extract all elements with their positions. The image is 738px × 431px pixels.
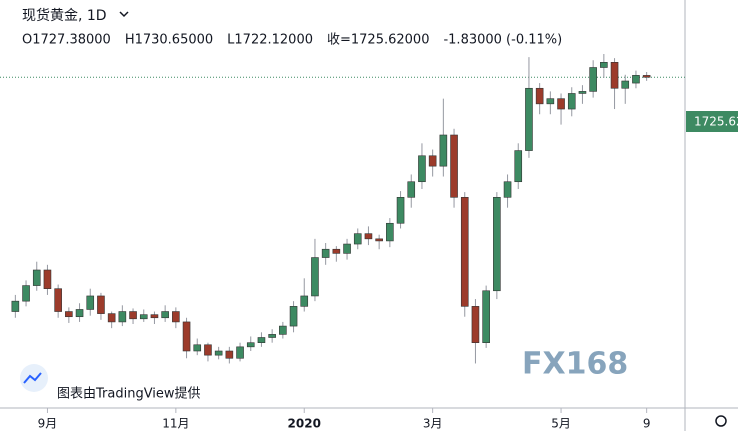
price-tag-label: 1725.62	[694, 115, 738, 129]
candle-body	[589, 67, 597, 92]
candle-body	[428, 155, 437, 167]
candle-body	[525, 87, 533, 151]
attribution[interactable]: 图表由TradingView提供	[57, 386, 201, 402]
x-tick-label: 3月	[423, 417, 443, 431]
ohlc-value: O1727.38000	[22, 33, 111, 48]
candle-body	[514, 150, 523, 183]
candle-body	[396, 197, 405, 224]
candle-body	[246, 342, 255, 348]
tv-logo-mark	[23, 372, 42, 384]
ohlc-value: H1730.65000	[125, 33, 213, 48]
candle-body	[172, 311, 180, 323]
candle-body	[22, 285, 30, 302]
candle-body	[332, 248, 341, 254]
candle-body	[129, 311, 137, 320]
candle-body	[268, 334, 276, 338]
candle-body	[610, 62, 619, 89]
candle-body	[632, 75, 640, 84]
x-tick-label: 9	[643, 417, 651, 431]
candle-body	[364, 233, 373, 240]
candle-body	[204, 344, 212, 356]
candle-body	[482, 290, 490, 343]
candle-body	[300, 295, 309, 307]
candle-body	[375, 238, 383, 242]
candle-body	[107, 313, 116, 323]
chart-title: 现货黄金, 1D	[22, 7, 107, 24]
candle-body	[139, 314, 148, 320]
dropdown-icon[interactable]	[119, 11, 129, 18]
candle-body	[450, 134, 458, 198]
x-tick-label: 5月	[551, 417, 571, 431]
ohlc-value: -1.83000 (-0.11%)	[443, 33, 562, 48]
candle-body	[321, 248, 330, 258]
x-tick-label: 11月	[162, 417, 189, 431]
watermark: FX168	[522, 347, 628, 382]
candle-body	[557, 98, 565, 110]
candle-body	[193, 344, 202, 352]
candle-body	[471, 306, 480, 343]
candle-body	[353, 233, 362, 245]
candle-body	[578, 91, 587, 94]
ohlc-value: 收=1725.62000	[327, 33, 429, 48]
candle-body	[279, 325, 287, 335]
candle-body	[236, 346, 244, 359]
candle-body	[97, 295, 105, 314]
candle-body	[600, 62, 608, 68]
candle-body	[150, 314, 159, 319]
candle-body	[32, 269, 41, 286]
candle-body	[75, 309, 84, 318]
candle-body	[289, 306, 298, 327]
candle-body	[407, 181, 416, 198]
candle-body	[439, 134, 448, 167]
ohlc-value: L1722.12000	[227, 33, 313, 48]
candle-body	[535, 87, 544, 105]
settings-icon[interactable]	[715, 415, 727, 427]
candle-body	[65, 311, 73, 318]
candle-body	[43, 269, 52, 289]
candle-body	[343, 243, 351, 254]
candle-body	[386, 222, 394, 242]
candle-body	[418, 155, 426, 183]
candle-body	[118, 311, 127, 323]
x-tick-label: 9月	[38, 417, 58, 431]
candle-body	[642, 75, 651, 78]
candle-body	[54, 288, 62, 312]
candle-body	[311, 257, 319, 297]
ohlc-legend: O1727.38000 H1730.65000 L1722.12000 收=1725.…	[22, 33, 562, 48]
candle-body	[621, 80, 630, 89]
candle-body	[257, 337, 266, 343]
x-tick-label: 2020	[288, 417, 321, 431]
candle-body	[214, 350, 223, 356]
candle-body	[460, 197, 469, 307]
candle-body	[86, 295, 95, 310]
candle-body	[182, 321, 191, 352]
candle-body	[546, 98, 555, 105]
candle-body	[567, 93, 576, 110]
price-tag	[686, 111, 738, 132]
candle-body	[225, 350, 234, 359]
candle-body	[503, 181, 512, 198]
candle-body	[493, 197, 501, 292]
candle-body	[161, 311, 169, 319]
candle-body	[11, 300, 20, 312]
